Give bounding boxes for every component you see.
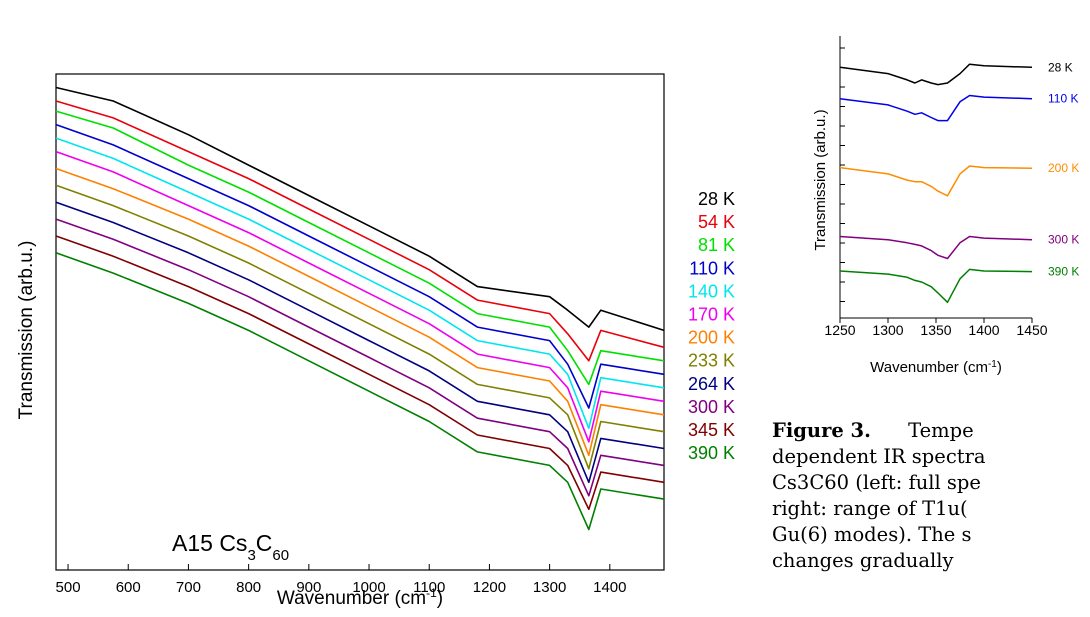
right-series-200k (839, 165, 1033, 197)
left-legend-entry: 233 K (688, 351, 735, 371)
left-y-axis-label: Transmission (arb.u.) (16, 241, 37, 420)
right-legend-entry: 28 K (1048, 60, 1073, 74)
left-series-group (55, 86, 665, 531)
right-x-tick-label: 1300 (872, 322, 903, 338)
left-series-110k (55, 123, 665, 409)
left-series-54k (55, 100, 665, 362)
left-x-tick-label: 1200 (473, 579, 506, 596)
right-x-tick-label: 1250 (824, 322, 855, 338)
left-series-300k (55, 218, 665, 497)
left-series-233k (55, 184, 665, 470)
left-x-tick-label: 500 (56, 579, 81, 596)
left-legend-entry: 200 K (688, 328, 735, 348)
left-x-tick-label: 900 (296, 579, 321, 596)
left-legend: 28 K 54 K 81 K 110 K 140 K 170 K 200 K 233 K 264… (688, 189, 735, 463)
left-legend-entry: 264 K (688, 374, 735, 394)
left-series-390k (55, 252, 665, 531)
left-legend-entry: 345 K (688, 420, 735, 440)
left-x-tick-label: 1000 (352, 579, 385, 596)
left-x-tick-label: 700 (176, 579, 201, 596)
left-series-140k (55, 137, 665, 430)
left-x-tick-label: 1100 (413, 579, 445, 596)
figure-caption: Figure 3. Tempe dependent IR spectra Cs3… (772, 418, 1090, 612)
caption-line-2: dependent IR spectra (772, 445, 986, 468)
right-legend-entry: 300 K (1048, 233, 1079, 247)
left-legend-entry: 300 K (688, 397, 735, 417)
right-series-390k (839, 268, 1033, 304)
left-x-ticks: 500 600 700 800 900 1000 1100 1200 1300 1400 (56, 564, 627, 596)
caption-label: Figure 3. (772, 419, 871, 442)
left-series-345k (55, 235, 665, 511)
right-x-axis-label: Wavenumber (cm-1) (870, 359, 1002, 377)
left-x-axis-label: Wavenumber (cm-1) (277, 586, 443, 609)
right-legend-entry: 110 K (1048, 92, 1078, 106)
right-legend: 28 K 110 K 200 K 300 K 390 K (1048, 60, 1079, 278)
left-x-tick-label: 1400 (593, 579, 626, 596)
right-series-110k (839, 94, 1033, 122)
left-plot-frame (55, 73, 665, 571)
left-x-tick-label: 1300 (533, 579, 566, 596)
caption-line-5: Gu(6) modes). The s (772, 523, 972, 546)
right-series-28k (839, 63, 1033, 86)
right-x-tick-label: 1350 (920, 322, 951, 338)
left-legend-entry: 54 K (698, 212, 735, 232)
caption-line-4: right: range of T1u( (772, 497, 968, 520)
left-legend-entry: 390 K (688, 443, 735, 463)
right-x-tick-label: 1450 (1016, 322, 1047, 338)
right-chart: 1250 1300 1350 1400 1450 28 K 110 K 200 K 300 K… (812, 36, 1079, 376)
left-chart: 500 600 700 800 900 1000 1100 1200 1300 1400 28 K… (16, 73, 735, 609)
left-legend-entry: 140 K (688, 281, 735, 301)
right-x-tick-label: 1400 (968, 322, 999, 338)
left-legend-entry: 28 K (698, 189, 735, 209)
right-legend-entry: 390 K (1048, 265, 1079, 279)
right-legend-entry: 200 K (1048, 161, 1079, 175)
left-series-170k (55, 150, 665, 443)
caption-line-1-rest: Tempe (908, 419, 974, 442)
left-series-81k (55, 110, 665, 386)
left-legend-entry: 81 K (698, 235, 735, 255)
caption-line-3: Cs3C60 (left: full spe (772, 471, 981, 494)
left-annotation: A15 Cs3C60 (172, 530, 289, 564)
left-x-tick-label: 800 (236, 579, 261, 596)
right-x-ticks: 1250 1300 1350 1400 1450 (824, 318, 1048, 338)
left-legend-entry: 110 K (689, 258, 735, 278)
left-series-28k (55, 86, 665, 332)
left-series-200k (55, 167, 665, 457)
right-y-ticks (840, 47, 845, 302)
caption-line-6: changes gradually (772, 549, 954, 572)
left-legend-entry: 170 K (688, 305, 735, 325)
left-x-tick-label: 600 (116, 579, 141, 596)
left-series-264k (55, 201, 665, 484)
right-series-300k (839, 235, 1033, 260)
right-series-group (839, 63, 1033, 304)
caption-line-1: Figure 3. Tempe (772, 418, 1090, 444)
right-y-axis-label: Transmission (arb.u.) (812, 109, 829, 250)
